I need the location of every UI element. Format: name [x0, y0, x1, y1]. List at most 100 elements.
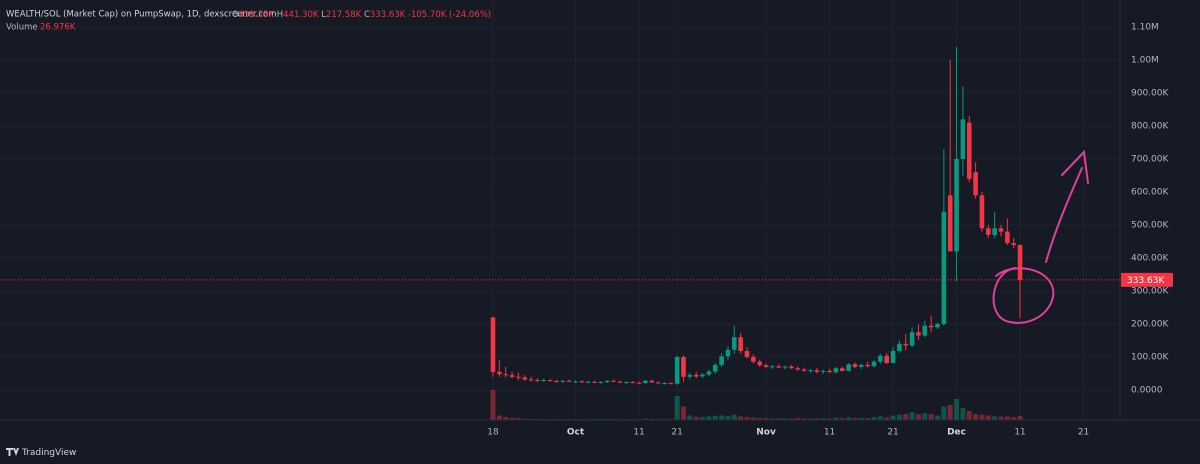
candle-body [579, 381, 585, 383]
change-value: -105.70K (-24.06%) [408, 10, 491, 20]
volume-bar [566, 418, 572, 420]
x-tick-label: 18 [487, 428, 499, 438]
candle-body [998, 228, 1004, 232]
candle-body [554, 381, 559, 383]
candle-body [865, 364, 870, 367]
y-tick-label: 900.00K [1131, 88, 1169, 98]
volume-bar [896, 414, 902, 420]
last-price-label: 333.63K [1127, 276, 1165, 286]
candle-body [801, 369, 807, 371]
volume-bar [947, 405, 953, 420]
ohlc-value: 441.30K [283, 10, 319, 20]
candle-body [890, 351, 896, 363]
x-tick-label: 21 [671, 428, 682, 438]
ohlc-value: 333.63K [370, 10, 406, 20]
y-tick-label: 700.00K [1131, 154, 1169, 164]
y-tick-label: 0.0000 [1131, 386, 1163, 396]
annotation-arrowhead [1061, 149, 1089, 184]
volume-bar [827, 418, 833, 420]
candle-body [541, 380, 547, 382]
brand-name: TradingView [21, 448, 76, 458]
candle-body [1005, 231, 1010, 244]
volume-bar [801, 418, 807, 420]
candle-body [566, 380, 572, 382]
volume-bar [674, 396, 680, 420]
volume-bar [795, 418, 801, 420]
volume-bar [1004, 416, 1010, 420]
volume-bar [820, 418, 826, 420]
volume-bar [788, 418, 794, 420]
candle-body [947, 195, 953, 252]
volume-bar [941, 406, 947, 420]
candle-body [909, 332, 915, 346]
x-tick-label: Nov [756, 428, 776, 438]
x-tick-label: 11 [633, 428, 644, 438]
candle-body [839, 368, 845, 371]
volume-bar [865, 418, 871, 420]
brand: TradingView [6, 448, 76, 458]
candle-body [744, 351, 750, 358]
ohlc-legend: O439.33K H441.30K L217.58K C333.63K -105… [232, 10, 491, 20]
volume-bar [966, 411, 972, 420]
candle-body [966, 122, 972, 179]
volume-bar [782, 418, 788, 420]
volume-bar [858, 417, 864, 420]
volume-bar [935, 415, 940, 420]
axes: 0.0000 100.00K 200.00K 300.00K 400.00K 500.00… [0, 22, 1173, 438]
candle-body [700, 374, 705, 377]
candle-body [662, 383, 667, 385]
x-tick-label: 21 [887, 428, 898, 438]
volume-bar [1017, 415, 1023, 420]
candle-body [668, 383, 674, 385]
volume-bar [839, 418, 845, 420]
y-tick-label: 800.00K [1131, 121, 1169, 131]
volume-bar [681, 406, 686, 420]
volume-bar [750, 417, 756, 420]
y-tick-label: 600.00K [1131, 187, 1169, 197]
volume-bar [700, 417, 706, 420]
candle-body [795, 368, 801, 370]
candle-layer [490, 46, 1023, 386]
volume-bar [515, 418, 521, 420]
volume-bar [973, 414, 979, 420]
y-tick-label: 1.00M [1131, 55, 1159, 65]
volume-bar [884, 417, 890, 420]
annotation-circle [992, 267, 1055, 324]
volume-bar [687, 415, 693, 420]
candle-body [535, 380, 540, 382]
volume-bar [642, 418, 648, 420]
volume-bar [744, 417, 750, 420]
x-tick-label: 11 [1014, 428, 1025, 438]
hand-annotation [992, 149, 1089, 324]
volume-bar [725, 416, 731, 420]
candle-body [757, 361, 762, 366]
candle-body [789, 366, 794, 369]
volume-label: Volume [6, 23, 38, 33]
candle-body [687, 374, 693, 377]
volume-bar [528, 418, 534, 420]
y-tick-label: 200.00K [1131, 320, 1169, 330]
ohlc-key: L [321, 10, 326, 20]
candle-body [611, 380, 616, 382]
candle-body [922, 325, 928, 336]
volume-bar [928, 414, 934, 420]
candle-body [738, 337, 743, 352]
volume-bar [814, 418, 820, 420]
volume-bar [490, 390, 496, 420]
volume-bar [719, 415, 725, 420]
volume-bar [915, 414, 921, 420]
candle-body [916, 332, 921, 336]
candle-body [833, 368, 839, 373]
candle-body [776, 366, 782, 368]
candle-body [643, 380, 648, 384]
candle-body [820, 370, 826, 372]
volume-bar [522, 418, 528, 420]
y-tick-label: 1.10M [1131, 22, 1159, 32]
candle-body [1011, 243, 1016, 246]
candle-body [674, 357, 680, 384]
candle-body [846, 364, 851, 371]
volume-bar [503, 417, 509, 420]
